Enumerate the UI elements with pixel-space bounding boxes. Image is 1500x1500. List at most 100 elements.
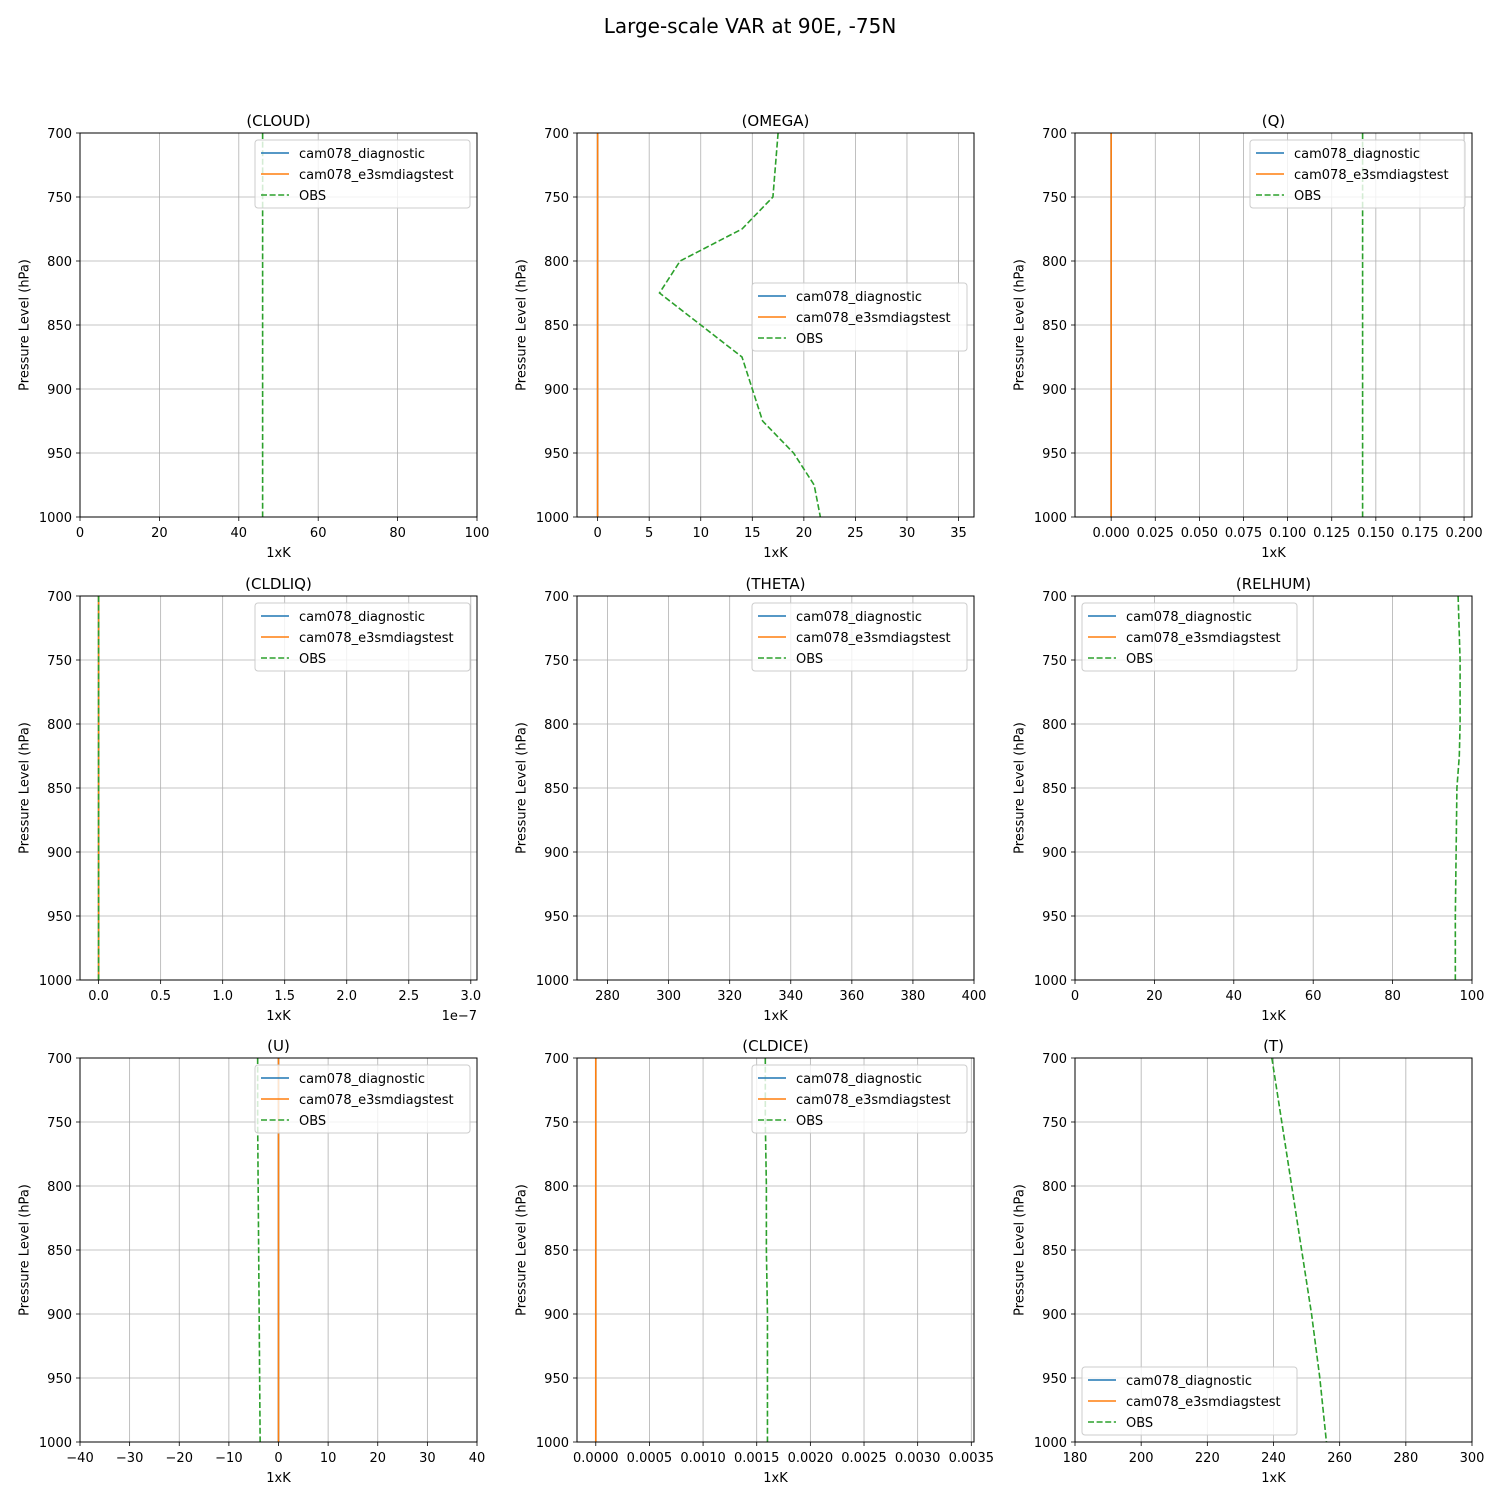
x-tick-label: 20 [796,526,813,541]
y-tick-label: 900 [47,383,72,398]
x-tick-label: 0.0010 [680,1451,726,1466]
subplot-cldice: 0.0000 0.0005 0.0010 0.0015 0.0020 0.0025 0.00… [515,1037,995,1486]
x-tick-label: 1.5 [274,989,295,1004]
legend-label: cam078_e3smdiagstest [299,168,454,183]
x-tick-label: 2.0 [336,989,357,1004]
x-tick-label: 180 [1063,1451,1088,1466]
y-tick-label: 1000 [39,974,72,989]
y-axis-label: Pressure Level (hPa) [1013,722,1028,854]
x-axis-label: 1xK [266,1471,291,1486]
subplot-omega: 0 5 10 15 20 25 30 35 700 750 800 850 900 950 1000 (OME… [515,112,975,561]
x-tick-label: 300 [656,989,681,1004]
x-axis-label: 1xK [763,1009,788,1024]
y-tick-label: 900 [544,1308,569,1323]
x-tick-label: 380 [901,989,926,1004]
subplot-theta: 280 300 320 340 360 380 400 700 750 800 850 900 950 1… [515,575,987,1024]
subplot-title: (CLDLIQ) [245,575,312,593]
y-axis-label: Pressure Level (hPa) [18,1184,33,1316]
x-tick-label: −30 [116,1451,143,1466]
subplot-cldliq: 0.0 0.5 1.0 1.5 2.0 2.5 3.0 700 750 800 850 900 950 1… [18,575,482,1024]
legend: cam078_diagnostic cam078_e3smdiagstest OBS [751,282,968,352]
series-line-obs [1454,595,1461,980]
legend-box [1081,602,1298,672]
x-tick-label: 20 [1146,989,1163,1004]
y-tick-label: 1000 [39,511,72,526]
y-tick-label: 950 [544,447,569,462]
x-tick-label: 30 [419,1451,436,1466]
y-tick-label: 900 [1042,383,1067,398]
subplot-u: −40 −30 −20 −10 0 10 20 30 40 700 750 800 850 900 950 1… [18,1037,486,1486]
x-tick-label: 0.5 [150,989,171,1004]
x-tick-label: 0.175 [1401,526,1438,541]
legend-label: OBS [1126,652,1153,667]
y-tick-label: 1000 [536,511,569,526]
y-tick-label: 800 [47,255,72,270]
x-tick-label: 0.125 [1313,526,1350,541]
x-tick-label: 280 [1393,1451,1418,1466]
legend-box [254,1064,471,1134]
legend-label: cam078_diagnostic [796,1072,922,1087]
y-tick-label: 750 [47,191,72,206]
y-tick-label: 800 [47,1180,72,1195]
y-tick-label: 900 [1042,846,1067,861]
x-tick-label: 240 [1261,1451,1286,1466]
legend-label: OBS [796,1114,823,1129]
y-tick-label: 950 [1042,447,1067,462]
legend-label: cam078_e3smdiagstest [796,631,951,646]
legend-label: cam078_e3smdiagstest [1294,168,1449,183]
legend-label: OBS [299,1114,326,1129]
legend-label: cam078_e3smdiagstest [1126,1395,1281,1410]
y-tick-label: 950 [1042,1372,1067,1387]
y-tick-label: 800 [544,255,569,270]
x-tick-label: 80 [389,526,406,541]
x-tick-label: −20 [166,1451,193,1466]
x-tick-label: 260 [1327,1451,1352,1466]
y-tick-label: 700 [47,590,72,605]
x-tick-label: 0 [76,526,84,541]
x-tick-label: 400 [962,989,987,1004]
series-line-obs [1271,1057,1328,1443]
legend: cam078_diagnostic cam078_e3smdiagstest OBS [1081,602,1298,672]
x-axis-label: 1xK [763,1471,788,1486]
y-axis-label: Pressure Level (hPa) [515,1184,530,1316]
x-tick-label: 1.0 [212,989,233,1004]
y-tick-label: 800 [544,718,569,733]
y-tick-label: 700 [544,127,569,142]
y-tick-label: 850 [1042,1244,1067,1259]
x-tick-label: −40 [66,1451,93,1466]
subplot-relhum: 0 20 40 60 80 100 700 750 800 850 900 950 1000 (RELHU… [1013,575,1485,1024]
y-tick-label: 950 [47,1372,72,1387]
x-tick-label: 360 [839,989,864,1004]
x-tick-label: 0.200 [1445,526,1482,541]
x-tick-label: 0 [1071,989,1079,1004]
figure-title: Large-scale VAR at 90E, -75N [603,14,897,38]
x-tick-label: 2.5 [398,989,419,1004]
legend-box [751,1064,968,1134]
legend-box [254,139,471,209]
y-tick-label: 700 [47,1052,72,1067]
subplot-title: (CLDICE) [742,1037,808,1055]
x-tick-label: 0.075 [1225,526,1262,541]
legend-box [1249,139,1466,209]
legend-label: cam078_diagnostic [796,290,922,305]
legend-box [751,282,968,352]
y-tick-label: 1000 [1034,974,1067,989]
y-tick-label: 700 [544,590,569,605]
y-tick-label: 1000 [39,1436,72,1451]
y-tick-label: 800 [1042,255,1067,270]
x-tick-label: 0.025 [1137,526,1174,541]
y-axis-label: Pressure Level (hPa) [1013,1184,1028,1316]
x-tick-label: 100 [465,526,490,541]
y-tick-label: 700 [47,127,72,142]
legend-label: cam078_e3smdiagstest [796,1093,951,1108]
x-tick-label: 0 [593,526,601,541]
x-axis-label: 1xK [1261,1471,1286,1486]
x-tick-label: 0.0 [88,989,109,1004]
y-tick-label: 750 [47,1116,72,1131]
legend-label: cam078_diagnostic [796,610,922,625]
y-tick-label: 750 [544,654,569,669]
y-tick-label: 750 [47,654,72,669]
y-axis-label: Pressure Level (hPa) [1013,259,1028,391]
x-tick-label: 0.0020 [788,1451,834,1466]
